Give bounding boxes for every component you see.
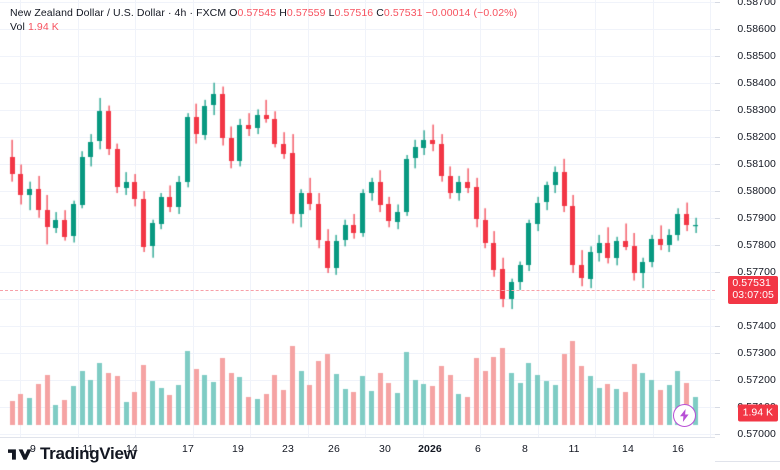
- candlestick-volume-canvas[interactable]: [0, 0, 715, 438]
- time-axis-label: 11: [82, 443, 94, 455]
- price-axis-label: 0.58700: [737, 0, 776, 8]
- price-axis-label: 0.58000: [737, 185, 776, 197]
- price-axis-tick: [715, 272, 720, 273]
- bar-countdown-timer: 03:07:05: [732, 288, 774, 301]
- time-axis-label: 9: [30, 443, 36, 455]
- close-key: C: [376, 7, 384, 19]
- price-axis-tick: [715, 29, 720, 30]
- price-axis-label: 0.58100: [737, 158, 776, 170]
- low-key: L: [328, 7, 335, 19]
- time-axis-label: 26: [328, 443, 340, 455]
- time-axis-label: 6: [475, 443, 481, 455]
- price-axis-label: 0.57900: [737, 212, 776, 224]
- time-axis-label: 30: [379, 443, 391, 455]
- price-axis-tick: [715, 380, 720, 381]
- time-axis-label: 19: [232, 443, 244, 455]
- price-axis-label: 0.57200: [737, 374, 776, 386]
- volume-key: Vol: [10, 21, 25, 33]
- price-axis-label: 0.58400: [737, 77, 776, 89]
- time-axis-label: 14: [126, 443, 138, 455]
- low-value: 0.57516: [334, 7, 374, 19]
- price-axis-tick: [715, 2, 720, 3]
- legend-volume-row: Vol 1.94 K: [10, 20, 517, 34]
- price-axis-tick: [715, 218, 720, 219]
- price-axis-tick: [715, 407, 720, 408]
- high-key: H: [279, 7, 287, 19]
- price-axis-tick: [715, 137, 720, 138]
- symbol-title[interactable]: New Zealand Dollar / U.S. Dollar · 4h · …: [10, 7, 227, 19]
- price-axis-tick: [715, 56, 720, 57]
- time-axis-label: 11: [568, 443, 580, 455]
- time-axis-label: 16: [672, 443, 684, 455]
- time-axis-label: 8: [522, 443, 528, 455]
- price-axis-tick: [715, 110, 720, 111]
- price-axis-label: 0.57800: [737, 239, 776, 251]
- price-axis-tick: [715, 245, 720, 246]
- price-axis-label: 0.57400: [737, 320, 776, 332]
- time-axis-divider: [0, 437, 780, 438]
- price-axis-tick: [715, 191, 720, 192]
- price-axis-label: 0.58500: [737, 50, 776, 62]
- tradingview-brand: TradingView: [8, 444, 137, 464]
- price-axis-tick: [715, 353, 720, 354]
- price-axis-label: 0.58300: [737, 104, 776, 116]
- chart-plot-area[interactable]: [0, 0, 715, 438]
- price-axis-tick: [715, 326, 720, 327]
- current-price-badge[interactable]: 0.57531 03:07:05: [728, 276, 778, 304]
- price-axis-label: 0.58600: [737, 23, 776, 35]
- price-axis-label: 0.57700: [737, 266, 776, 278]
- price-change: −0.00014 (−0.02%): [425, 7, 518, 19]
- tradingview-logo-icon: [8, 448, 32, 460]
- time-axis-label: 23: [282, 443, 294, 455]
- volume-value-badge[interactable]: 1.94 K: [737, 404, 778, 422]
- current-price-line: [0, 290, 715, 291]
- open-value: 0.57545: [237, 7, 277, 19]
- price-axis[interactable]: 0.58700 0.58600 0.58500 0.58400 0.58300 0.582…: [715, 0, 780, 440]
- time-axis-label: 17: [182, 443, 194, 455]
- price-axis-label: 0.57000: [737, 428, 776, 440]
- close-value: 0.57531: [383, 7, 423, 19]
- price-axis-tick: [715, 164, 720, 165]
- price-axis-tick: [715, 434, 720, 435]
- price-axis-tick: [715, 83, 720, 84]
- price-axis-label: 0.57300: [737, 347, 776, 359]
- chart-legend: New Zealand Dollar / U.S. Dollar · 4h · …: [10, 6, 517, 34]
- time-axis-label: 2026: [418, 443, 442, 455]
- open-key: O: [229, 7, 238, 19]
- legend-symbol-row: New Zealand Dollar / U.S. Dollar · 4h · …: [10, 6, 517, 20]
- lightning-bolt-icon[interactable]: [673, 404, 696, 427]
- current-price-value: 0.57531: [732, 277, 771, 289]
- volume-value: 1.94 K: [27, 21, 59, 33]
- time-axis-label: 14: [622, 443, 634, 455]
- high-value: 0.57559: [286, 7, 326, 19]
- tradingview-wordmark: TradingView: [40, 444, 137, 463]
- time-axis[interactable]: 9 11 14 17 19 23 26 30 2026 6 8 11 14 16: [0, 438, 715, 462]
- price-axis-label: 0.58200: [737, 131, 776, 143]
